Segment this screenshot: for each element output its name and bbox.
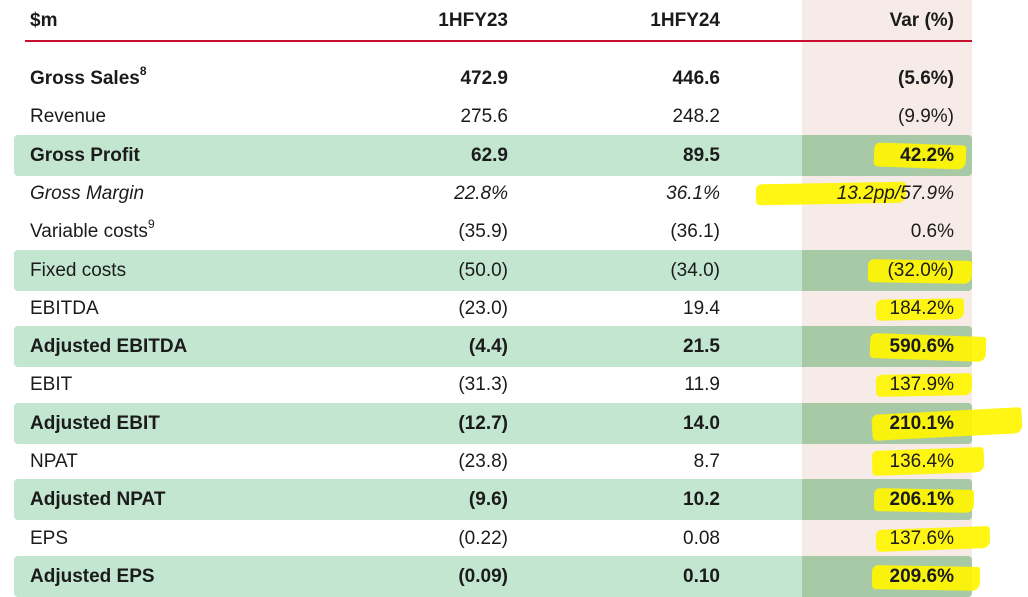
value-1hfy24: 248.2 <box>672 106 720 128</box>
table-row: Adjusted EBITDA (4.4) 21.5 590.6% <box>0 328 1028 366</box>
value-variance: (9.9%) <box>898 106 954 128</box>
table-row: NPAT (23.8) 8.7 136.4% <box>0 443 1028 481</box>
footnote-marker: 8 <box>139 63 147 78</box>
value-1hfy24: 36.1% <box>666 182 720 204</box>
row-label: Adjusted EBIT <box>30 405 160 443</box>
row-label-text: EBIT <box>30 374 73 396</box>
value-1hfy24: (34.0) <box>670 259 720 281</box>
table-row: Adjusted EBIT (12.7) 14.0 210.1% <box>0 405 1028 443</box>
row-label: Adjusted NPAT <box>30 481 165 519</box>
row-label: Gross Margin <box>30 175 144 213</box>
value-1hfy23: 472.9 <box>460 68 508 89</box>
table-row: EBIT (31.3) 11.9 137.9% <box>0 366 1028 404</box>
row-label-text: Gross Profit <box>30 144 140 166</box>
value-1hfy23: (50.0) <box>458 259 508 281</box>
value-variance: (5.6%) <box>898 68 954 89</box>
value-1hfy23: (23.0) <box>458 297 508 319</box>
value-1hfy24: 0.08 <box>683 527 720 549</box>
value-1hfy23: 22.8% <box>454 182 508 204</box>
value-1hfy24: 21.5 <box>683 336 720 358</box>
row-label-text: Adjusted NPAT <box>30 489 166 511</box>
table-row: EBITDA (23.0) 19.4 184.2% <box>0 290 1028 328</box>
value-1hfy23: (12.7) <box>458 412 508 434</box>
value-variance: (32.0%) <box>887 259 954 281</box>
row-label-text: Revenue <box>30 106 107 128</box>
row-label: Adjusted EPS <box>30 558 155 596</box>
header-metric: $m <box>30 10 58 31</box>
value-1hfy23: 62.9 <box>471 144 508 166</box>
value-1hfy24: 0.10 <box>683 565 720 587</box>
row-label-text: EBITDA <box>30 297 99 319</box>
value-variance: 209.6% <box>889 565 954 587</box>
value-variance: 13.2pp/57.9% <box>836 182 954 204</box>
row-label: Gross Profit <box>30 137 140 175</box>
row-highlight <box>14 249 972 291</box>
table-row: Fixed costs (50.0) (34.0) (32.0%) <box>0 252 1028 290</box>
table-row: EPS (0.22) 0.08 137.6% <box>0 520 1028 558</box>
value-1hfy23: (35.9) <box>458 221 508 243</box>
row-label-text: Variable costs <box>30 221 148 243</box>
table-row: Variable costs9 (35.9) (36.1) 0.6% <box>0 213 1028 251</box>
value-1hfy23: 275.6 <box>460 106 508 128</box>
value-variance: 184.2% <box>889 297 954 319</box>
value-1hfy24: 10.2 <box>683 489 720 511</box>
header-1hfy23: 1HFY23 <box>438 10 508 31</box>
value-1hfy24: 14.0 <box>683 412 720 434</box>
row-label-text: Gross Margin <box>30 182 145 204</box>
value-variance: 42.2% <box>900 144 954 166</box>
value-1hfy23: (0.22) <box>458 527 508 549</box>
row-label: Gross Sales8 <box>30 60 147 98</box>
value-1hfy24: (36.1) <box>670 221 720 243</box>
value-variance: 137.6% <box>889 527 954 549</box>
table-row: Adjusted EPS (0.09) 0.10 209.6% <box>0 558 1028 596</box>
value-1hfy23: (23.8) <box>458 451 508 472</box>
row-label-text: Fixed costs <box>30 259 127 281</box>
value-variance: 590.6% <box>889 336 954 358</box>
row-label: Variable costs9 <box>30 213 155 251</box>
table-row: Gross Sales8 472.9 446.6 (5.6%) <box>0 60 1028 98</box>
value-1hfy24: 11.9 <box>684 374 720 396</box>
row-label: Fixed costs <box>30 252 126 290</box>
value-variance: 136.4% <box>889 451 954 472</box>
value-1hfy23: (9.6) <box>468 489 508 511</box>
table-header-row: $m 1HFY23 1HFY24 Var (%) <box>0 2 1028 40</box>
header-variance: Var (%) <box>889 10 954 31</box>
value-1hfy23: (0.09) <box>458 565 508 587</box>
footnote-marker: 9 <box>147 216 155 231</box>
row-label: EPS <box>30 520 68 558</box>
value-variance: 137.9% <box>889 374 954 396</box>
row-label: EBIT <box>30 366 72 404</box>
row-label: Revenue <box>30 98 106 136</box>
header-1hfy24: 1HFY24 <box>650 10 720 31</box>
value-1hfy23: (31.3) <box>458 374 508 396</box>
value-1hfy24: 8.7 <box>693 451 720 472</box>
table-row: Adjusted NPAT (9.6) 10.2 206.1% <box>0 481 1028 519</box>
row-label: Adjusted EBITDA <box>30 328 187 366</box>
row-label-text: Adjusted EBITDA <box>30 336 188 358</box>
table-row: Gross Margin 22.8% 36.1% 13.2pp/57.9% <box>0 175 1028 213</box>
value-1hfy24: 19.4 <box>683 297 720 319</box>
value-1hfy23: (4.4) <box>468 336 508 358</box>
row-label: NPAT <box>30 443 78 481</box>
row-label-text: NPAT <box>30 451 78 472</box>
row-label-text: Adjusted EBIT <box>30 412 160 434</box>
value-variance: 206.1% <box>889 489 954 511</box>
header-divider <box>25 40 972 42</box>
row-label-text: Adjusted EPS <box>30 565 155 587</box>
row-label: EBITDA <box>30 290 99 328</box>
table-row: Revenue 275.6 248.2 (9.9%) <box>0 98 1028 136</box>
row-highlight <box>14 402 972 444</box>
value-variance: 210.1% <box>889 412 954 434</box>
row-label-text: EPS <box>30 527 69 549</box>
value-variance: 0.6% <box>910 221 954 243</box>
row-label-text: Gross Sales <box>30 68 140 89</box>
value-1hfy24: 89.5 <box>683 144 720 166</box>
value-1hfy24: 446.6 <box>672 68 720 89</box>
table-row: Gross Profit 62.9 89.5 42.2% <box>0 137 1028 175</box>
